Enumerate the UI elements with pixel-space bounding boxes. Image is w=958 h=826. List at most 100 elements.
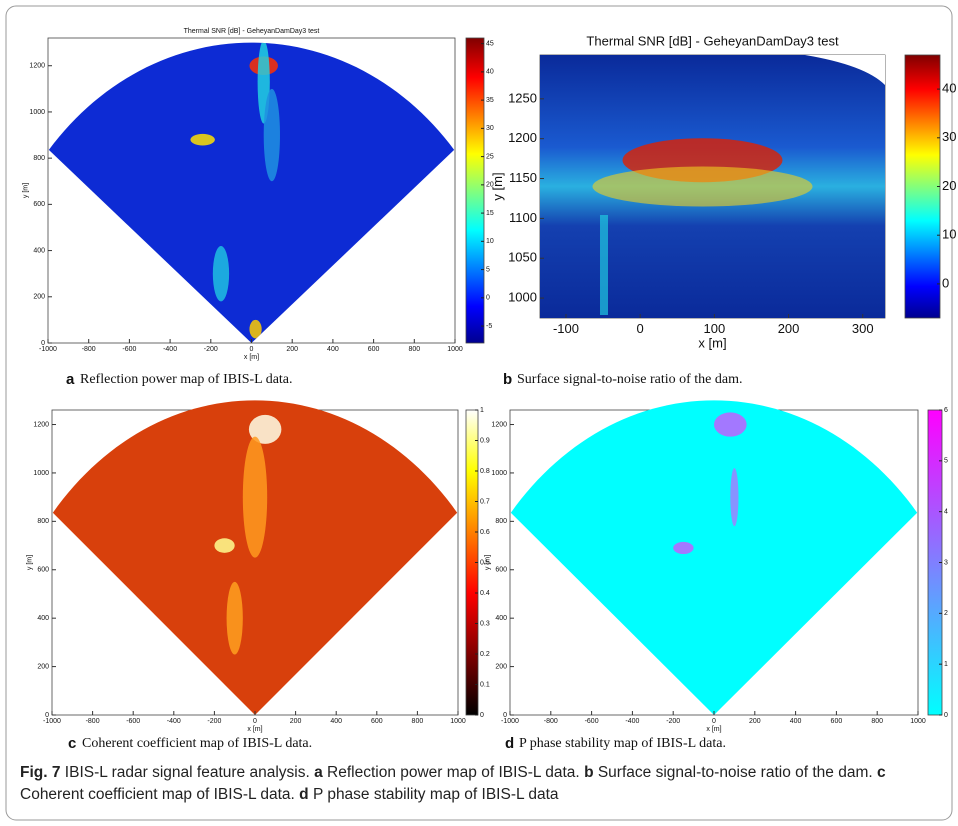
panel-title: Thermal SNR [dB] - GeheyanDamDay3 test bbox=[184, 28, 320, 35]
colorbar-tick-label: 0.4 bbox=[480, 590, 490, 597]
y-tick-label: 600 bbox=[37, 567, 49, 574]
colorbar-tick-label: 1 bbox=[480, 407, 484, 414]
colorbar-tick-label: 45 bbox=[486, 40, 494, 47]
x-tick-label: 1000 bbox=[910, 718, 926, 725]
caption-text: P phase stability map of IBIS-L data bbox=[313, 786, 559, 803]
colorbar-tick-label: 5 bbox=[944, 458, 948, 465]
colorbar-tick-label: 35 bbox=[486, 97, 494, 104]
colorbar-tick-label: 5 bbox=[486, 266, 490, 273]
caption-letter: b bbox=[584, 764, 593, 781]
x-tick-label: -600 bbox=[126, 718, 140, 725]
x-tick-label: -400 bbox=[167, 718, 181, 725]
x-tick-label: -1000 bbox=[39, 346, 57, 353]
caption-letter: c bbox=[877, 764, 886, 781]
y-tick-label: 400 bbox=[37, 615, 49, 622]
caption-letter: c bbox=[68, 735, 76, 752]
figure-graphics: -1000-800-600-400-2000200400600800100002… bbox=[0, 0, 958, 826]
x-axis-label: x [m] bbox=[244, 354, 259, 361]
x-tick-label: 200 bbox=[778, 321, 800, 336]
colorbar-tick-label: 0 bbox=[486, 295, 490, 302]
x-tick-label: -800 bbox=[86, 718, 100, 725]
y-tick-label: 800 bbox=[37, 518, 49, 525]
x-tick-label: -600 bbox=[585, 718, 599, 725]
caption-text: Reflection power map of IBIS-L data. bbox=[80, 372, 293, 387]
x-tick-label: -1000 bbox=[501, 718, 519, 725]
x-tick-label: 800 bbox=[412, 718, 424, 725]
y-tick-label: 400 bbox=[495, 615, 507, 622]
y-tick-label: 600 bbox=[495, 567, 507, 574]
caption-letter: a bbox=[314, 764, 323, 781]
x-tick-label: 300 bbox=[852, 321, 874, 336]
caption-letter: b bbox=[503, 371, 512, 388]
colorbar bbox=[905, 55, 940, 318]
y-tick-label: 1200 bbox=[33, 421, 49, 428]
y-tick-label: 1000 bbox=[491, 470, 507, 477]
x-axis-label: x [m] bbox=[247, 726, 262, 733]
x-tick-label: 400 bbox=[330, 718, 342, 725]
x-tick-label: 1000 bbox=[447, 346, 463, 353]
x-tick-label: 200 bbox=[290, 718, 302, 725]
colorbar-tick-label: 10 bbox=[942, 227, 956, 242]
colorbar-tick-label: 30 bbox=[942, 129, 956, 144]
figure-label: Fig. 7 bbox=[20, 764, 60, 781]
colorbar-tick-label: 0.2 bbox=[480, 651, 490, 658]
x-tick-label: -400 bbox=[163, 346, 177, 353]
y-tick-label: 1100 bbox=[509, 210, 537, 225]
y-tick-label: 200 bbox=[33, 294, 45, 301]
panel-title: Thermal SNR [dB] - GeheyanDamDay3 test bbox=[586, 33, 839, 48]
map-feature bbox=[714, 412, 747, 436]
x-tick-label: -400 bbox=[625, 718, 639, 725]
x-tick-label: 0 bbox=[250, 346, 254, 353]
map-feature bbox=[730, 468, 738, 526]
map-feature bbox=[190, 134, 214, 146]
x-axis-label: x [m] bbox=[698, 335, 726, 350]
colorbar-tick-label: 3 bbox=[944, 559, 948, 566]
y-tick-label: 1200 bbox=[508, 130, 537, 145]
figure: -1000-800-600-400-2000200400600800100002… bbox=[0, 0, 958, 826]
x-tick-label: -800 bbox=[544, 718, 558, 725]
y-axis-label: y [m] bbox=[490, 172, 505, 200]
caption-letter: a bbox=[66, 371, 75, 388]
colorbar-tick-label: 1 bbox=[944, 661, 948, 668]
y-tick-label: 400 bbox=[33, 247, 45, 254]
x-tick-label: 600 bbox=[831, 718, 843, 725]
colorbar-tick-label: 6 bbox=[944, 407, 948, 414]
colorbar-tick-label: 30 bbox=[486, 125, 494, 132]
x-tick-label: 1000 bbox=[450, 718, 466, 725]
x-tick-label: 0 bbox=[712, 718, 716, 725]
colorbar-tick-label: 0.9 bbox=[480, 437, 490, 444]
x-tick-label: -200 bbox=[207, 718, 221, 725]
y-tick-label: 0 bbox=[45, 712, 49, 719]
x-tick-label: 800 bbox=[871, 718, 883, 725]
y-axis-label: y [m] bbox=[22, 183, 29, 198]
caption-text: Reflection power map of IBIS-L data. bbox=[327, 764, 580, 781]
x-tick-label: -200 bbox=[204, 346, 218, 353]
y-tick-label: 1050 bbox=[508, 250, 537, 265]
x-tick-label: 200 bbox=[286, 346, 298, 353]
map-feature bbox=[600, 215, 608, 315]
caption-text: Coherent coefficient map of IBIS-L data. bbox=[82, 736, 312, 751]
map-feature bbox=[673, 542, 693, 554]
y-tick-label: 600 bbox=[33, 201, 45, 208]
x-tick-label: 400 bbox=[790, 718, 802, 725]
colorbar-tick-label: 0.3 bbox=[480, 620, 490, 627]
map-feature bbox=[214, 538, 234, 553]
colorbar-tick-label: 25 bbox=[486, 153, 494, 160]
caption-text: Surface signal-to-noise ratio of the dam… bbox=[517, 372, 742, 387]
x-axis-label: x [m] bbox=[706, 726, 721, 733]
y-tick-label: 1000 bbox=[29, 109, 45, 116]
y-tick-label: 1000 bbox=[33, 470, 49, 477]
x-tick-label: -1000 bbox=[43, 718, 61, 725]
map-feature bbox=[227, 582, 243, 655]
colorbar-tick-label: 40 bbox=[486, 69, 494, 76]
colorbar-tick-label: 20 bbox=[942, 178, 956, 193]
x-tick-label: 100 bbox=[704, 321, 726, 336]
y-tick-label: 200 bbox=[37, 663, 49, 670]
colorbar-tick-label: 0.1 bbox=[480, 681, 490, 688]
y-tick-label: 200 bbox=[495, 663, 507, 670]
x-tick-label: -100 bbox=[553, 321, 579, 336]
map-feature bbox=[264, 89, 280, 181]
y-tick-label: 1000 bbox=[508, 290, 537, 305]
